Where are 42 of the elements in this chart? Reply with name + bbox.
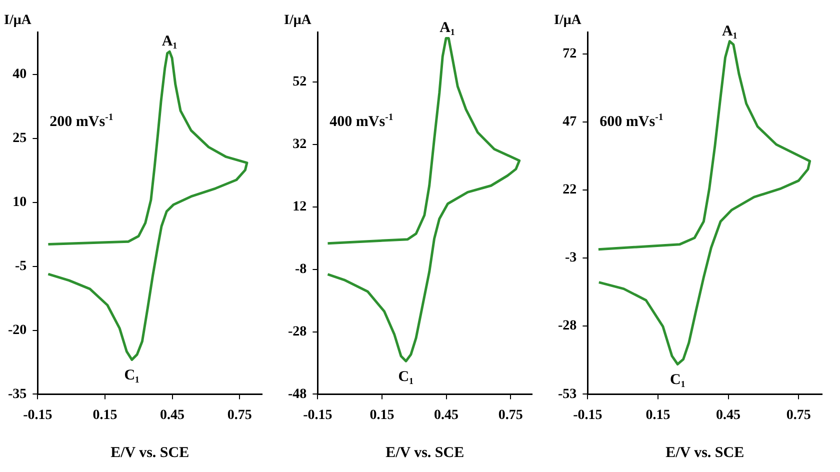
y-tick-label: 40 bbox=[12, 67, 27, 82]
annotation: A₁ bbox=[162, 34, 178, 50]
x-tick-label: -0.15 bbox=[303, 408, 332, 424]
y-tick-label: -48 bbox=[288, 386, 307, 402]
y-tick-label: 47 bbox=[562, 114, 577, 130]
y-tick-label: 72 bbox=[562, 46, 577, 62]
y-tick-label: 52 bbox=[292, 74, 307, 90]
x-tick-label: 0.15 bbox=[370, 408, 394, 424]
x-tick-label: 0.45 bbox=[434, 408, 459, 424]
x-tick-label: 0.75 bbox=[227, 408, 252, 424]
y-tick-label: -28 bbox=[288, 324, 307, 340]
y-tick-label: -35 bbox=[8, 386, 27, 402]
annotation: C₁ bbox=[124, 368, 140, 384]
x-tick-label: 0.75 bbox=[786, 408, 811, 424]
y-axis-title: I/μA bbox=[284, 13, 312, 28]
annotation: C₁ bbox=[398, 369, 414, 386]
annotation: A₁ bbox=[440, 20, 456, 36]
y-tick-label: -8 bbox=[294, 262, 307, 277]
x-tick-label: -0.15 bbox=[23, 408, 52, 424]
y-tick-label: -53 bbox=[558, 386, 577, 402]
x-axis-title: E/V vs. SCE bbox=[110, 444, 190, 461]
y-tick-label: -5 bbox=[14, 258, 27, 274]
y-tick-label: 25 bbox=[12, 131, 27, 146]
x-tick-label: 0.75 bbox=[498, 408, 523, 424]
y-tick-label: -20 bbox=[8, 322, 27, 338]
y-tick-label: 32 bbox=[292, 137, 307, 152]
y-tick-label: -28 bbox=[558, 318, 577, 334]
x-tick-label: -0.15 bbox=[573, 408, 602, 424]
x-tick-label: 0.15 bbox=[92, 408, 118, 424]
x-axis-title: E/V vs. SCE bbox=[666, 444, 744, 461]
x-axis-title: E/V vs. SCE bbox=[386, 444, 464, 461]
y-tick-label: 10 bbox=[12, 195, 27, 210]
annotation: C₁ bbox=[670, 372, 686, 388]
x-tick-label: 0.15 bbox=[646, 408, 670, 424]
y-axis-title: I/μA bbox=[554, 13, 582, 28]
x-tick-label: 0.45 bbox=[716, 408, 741, 424]
annotation: A₁ bbox=[722, 23, 738, 40]
x-tick-label: 0.45 bbox=[160, 408, 185, 424]
y-axis-title: I/μA bbox=[4, 13, 32, 28]
y-tick-label: 12 bbox=[292, 199, 307, 214]
y-tick-label: -3 bbox=[564, 250, 577, 266]
y-tick-label: 22 bbox=[562, 182, 577, 198]
